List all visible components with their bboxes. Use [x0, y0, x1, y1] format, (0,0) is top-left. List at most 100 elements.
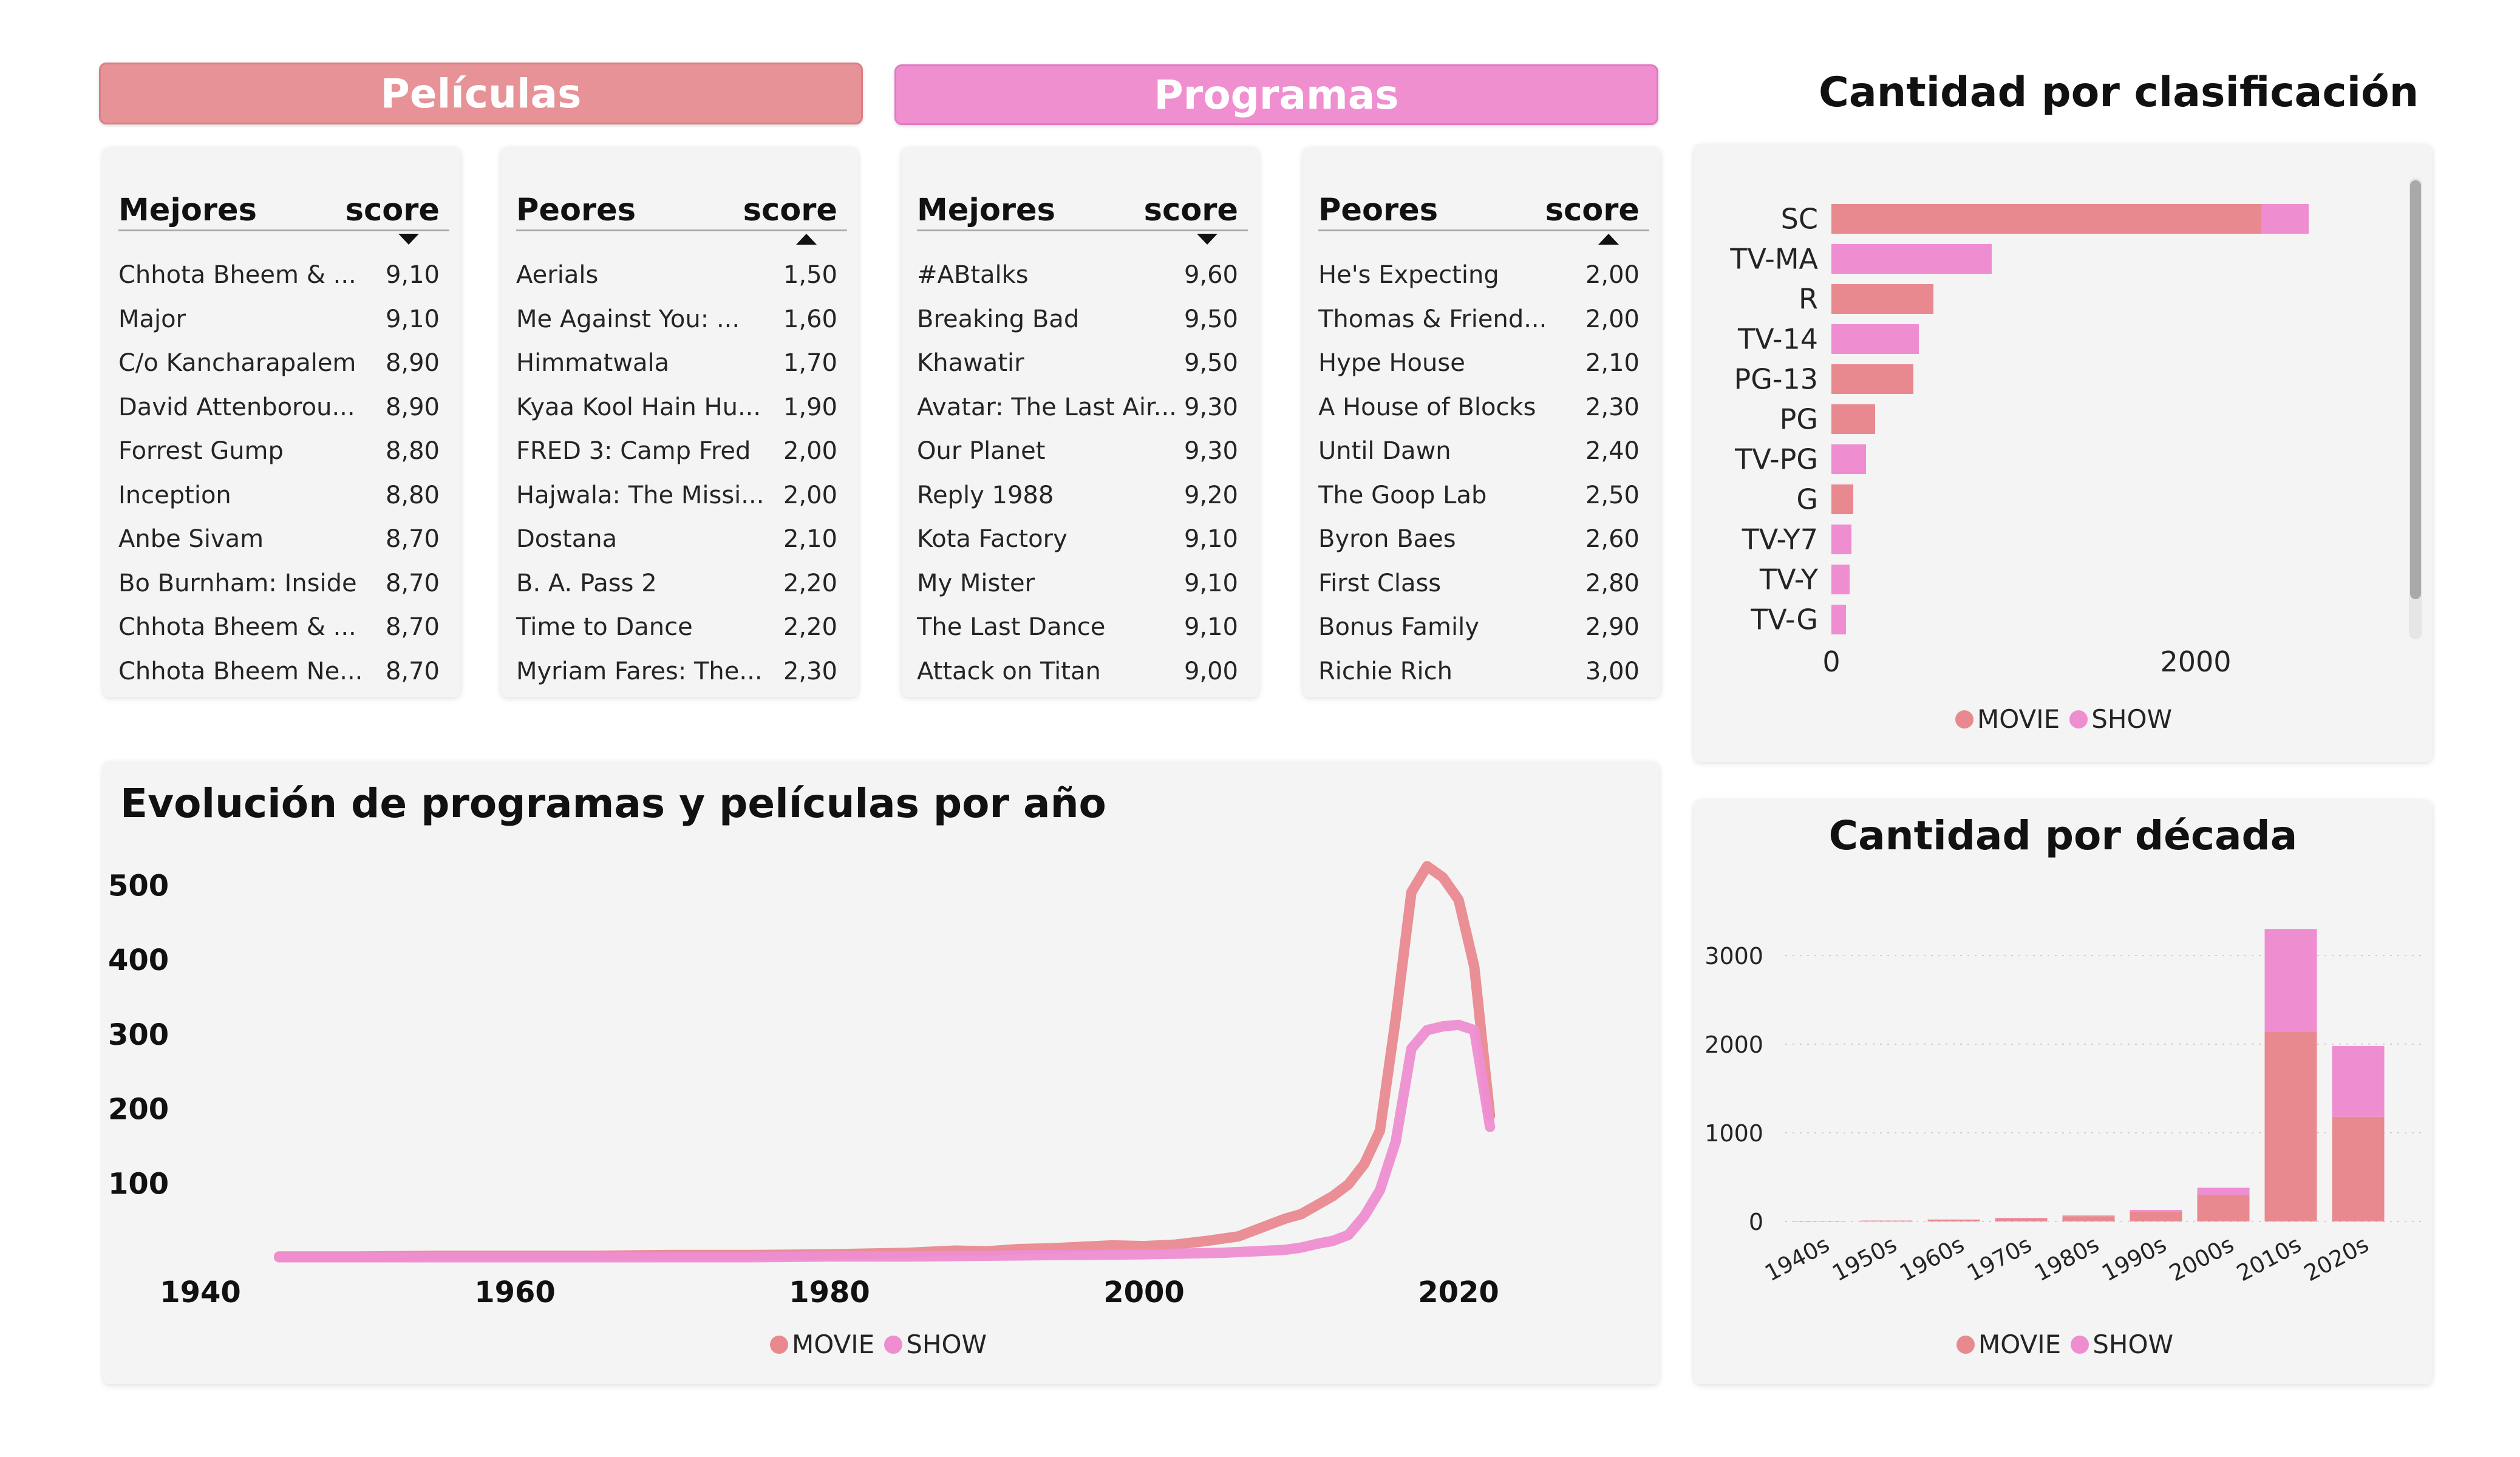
table-row[interactable]: Forrest Gump 8,80: [118, 429, 440, 473]
y-tick-label: 500: [108, 869, 169, 903]
row-title: Bonus Family: [1318, 613, 1479, 641]
row-score: 9,00: [1183, 657, 1238, 685]
table-row[interactable]: Myriam Fares: The... 2,30: [516, 650, 837, 693]
row-score: 9,10: [385, 261, 440, 289]
table-row[interactable]: Kota Factory 9,10: [917, 517, 1238, 561]
sort-descending-icon[interactable]: [398, 234, 419, 245]
show-line: [274, 1019, 1496, 1263]
movie-bar: [1831, 404, 1875, 434]
table-row[interactable]: First Class 2,80: [1318, 562, 1640, 605]
name-column-header[interactable]: Peores: [516, 192, 636, 228]
category-label: PG: [1780, 403, 1818, 436]
category-label: G: [1796, 483, 1818, 516]
table-row[interactable]: Bonus Family 2,90: [1318, 605, 1640, 649]
table-row[interactable]: C/o Kancharapalem 8,90: [118, 341, 440, 385]
category-label: TV-Y: [1759, 563, 1819, 596]
sort-ascending-icon[interactable]: [1598, 234, 1619, 245]
worst-shows-table: Peores score He's Expecting 2,00 Thomas & …: [1303, 148, 1660, 697]
table-row[interactable]: B. A. Pass 2 2,20: [516, 562, 837, 605]
legend-show-label[interactable]: SHOW: [906, 1330, 987, 1359]
table-row[interactable]: Himmatwala 1,70: [516, 341, 837, 385]
score-column-header[interactable]: score: [345, 192, 440, 228]
table-row[interactable]: Richie Rich 3,00: [1318, 650, 1640, 693]
table-row[interactable]: Chhota Bheem & ... 8,70: [118, 605, 440, 649]
classification-chart: SC TV-MA R TV-14 PG-13 PG TV-PG G TV-Y7 TV-Y TV-G0…: [1729, 203, 2309, 678]
row-title: Bo Burnham: Inside: [118, 569, 357, 597]
classification-chart-title: Cantidad por clasificación: [1819, 69, 2419, 117]
name-column-header[interactable]: Mejores: [917, 192, 1055, 228]
score-column-header[interactable]: score: [1143, 192, 1238, 228]
table-row[interactable]: Time to Dance 2,20: [516, 605, 837, 649]
table-row[interactable]: David Attenborou... 8,90: [118, 385, 440, 429]
legend-movie-label[interactable]: MOVIE: [1978, 1330, 2062, 1359]
x-tick-label: 1980: [789, 1275, 870, 1309]
table-row[interactable]: Dostana 2,10: [516, 517, 837, 561]
category-label: TV-Y7: [1742, 523, 1818, 556]
row-score: 2,40: [1585, 437, 1640, 465]
table-row[interactable]: Major 9,10: [118, 297, 440, 341]
row-title: C/o Kancharapalem: [118, 349, 356, 377]
row-score: 2,90: [1585, 613, 1640, 641]
row-title: FRED 3: Camp Fred: [516, 437, 751, 465]
x-tick-label: 0: [1822, 645, 1840, 678]
table-row[interactable]: Anbe Sivam 8,70: [118, 517, 440, 561]
score-column-header[interactable]: score: [1545, 192, 1640, 228]
table-row[interactable]: Chhota Bheem & ... 9,10: [118, 253, 440, 297]
table-row[interactable]: #ABtalks 9,60: [917, 253, 1238, 297]
sort-descending-icon[interactable]: [1197, 234, 1217, 245]
table-row[interactable]: Attack on Titan 9,00: [917, 650, 1238, 693]
table-row[interactable]: A House of Blocks 2,30: [1318, 385, 1640, 429]
row-score: 2,60: [1585, 525, 1640, 553]
table-row[interactable]: The Last Dance 9,10: [917, 605, 1238, 649]
score-column-header[interactable]: score: [743, 192, 837, 228]
sort-ascending-icon[interactable]: [796, 234, 817, 245]
row-score: 1,50: [783, 261, 837, 289]
chart-scrollbar[interactable]: [2409, 178, 2422, 639]
table-row[interactable]: Byron Baes 2,60: [1318, 517, 1640, 561]
movie-bar: [1831, 204, 2261, 234]
table-row[interactable]: FRED 3: Camp Fred 2,00: [516, 429, 837, 473]
show-bar: [1831, 324, 1919, 354]
table-row[interactable]: Bo Burnham: Inside 8,70: [118, 562, 440, 605]
legend-movie-dot: [770, 1335, 788, 1354]
row-title: Attack on Titan: [917, 657, 1101, 685]
row-title: Until Dawn: [1318, 437, 1451, 465]
table-row[interactable]: Inception 8,80: [118, 474, 440, 517]
row-score: 8,70: [385, 613, 440, 641]
table-row[interactable]: Avatar: The Last Air... 9,30: [917, 385, 1238, 429]
name-column-header[interactable]: Mejores: [118, 192, 257, 228]
legend-show-label[interactable]: SHOW: [2091, 704, 2173, 734]
legend-movie-label[interactable]: MOVIE: [792, 1330, 875, 1359]
legend-movie-label[interactable]: MOVIE: [1977, 704, 2060, 734]
row-score: 2,30: [783, 657, 837, 685]
table-row[interactable]: Hajwala: The Missi... 2,00: [516, 474, 837, 517]
table-row[interactable]: Hype House 2,10: [1318, 341, 1640, 385]
table-row[interactable]: He's Expecting 2,00: [1318, 253, 1640, 297]
table-row[interactable]: Aerials 1,50: [516, 253, 837, 297]
table-row[interactable]: My Mister 9,10: [917, 562, 1238, 605]
table-row[interactable]: Reply 1988 9,20: [917, 474, 1238, 517]
show-bar: [2261, 204, 2309, 234]
row-score: 2,20: [783, 569, 837, 597]
table-row[interactable]: Chhota Bheem Ne... 8,70: [118, 650, 440, 693]
row-score: 2,10: [783, 525, 837, 553]
row-title: The Last Dance: [917, 613, 1106, 641]
table-row[interactable]: The Goop Lab 2,50: [1318, 474, 1640, 517]
table-row[interactable]: Kyaa Kool Hain Hu... 1,90: [516, 385, 837, 429]
table-row[interactable]: Thomas & Friend... 2,00: [1318, 297, 1640, 341]
table-row[interactable]: Breaking Bad 9,50: [917, 297, 1238, 341]
legend-show-label[interactable]: SHOW: [2093, 1330, 2174, 1359]
chart-scrollbar-thumb[interactable]: [2410, 180, 2421, 599]
best-movies-table: Mejores score Chhota Bheem & ... 9,10 Majo…: [103, 148, 460, 697]
table-row[interactable]: Our Planet 9,30: [917, 429, 1238, 473]
movie-bar: [1831, 484, 1853, 514]
x-tick-label: 1940: [160, 1275, 241, 1309]
table-row[interactable]: Me Against You: ... 1,60: [516, 297, 837, 341]
yearly-legend: MOVIE SHOW: [770, 1330, 987, 1359]
x-tick-label: 1940s: [1760, 1231, 1833, 1286]
table-row[interactable]: Khawatir 9,50: [917, 341, 1238, 385]
row-title: Major: [118, 305, 186, 333]
name-column-header[interactable]: Peores: [1318, 192, 1439, 228]
table-row[interactable]: Until Dawn 2,40: [1318, 429, 1640, 473]
category-label: TV-PG: [1734, 443, 1818, 476]
